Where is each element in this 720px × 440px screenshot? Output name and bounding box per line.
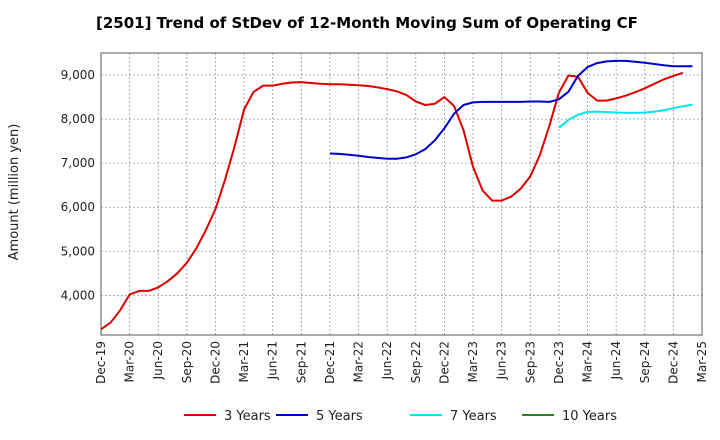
chart-title: [2501] Trend of StDev of 12-Month Moving… [96,14,638,32]
y-tick-label: 6,000 [61,200,95,214]
y-tick-label: 8,000 [61,112,95,126]
legend-label: 10 Years [562,409,617,424]
x-tick-label: Dec-19 [94,341,108,384]
plot-frame [100,52,703,336]
legend: 3 Years 5 Years 7 Years 10 Years [184,409,617,424]
y-tick-label: 4,000 [61,288,95,302]
x-tick-label: Jun-24 [609,341,623,380]
y-tick-label: 7,000 [61,156,95,170]
y-tick-label: 5,000 [61,244,95,258]
x-tick-label: Jun-22 [380,341,394,380]
x-tick-label: Mar-20 [123,341,137,382]
y-tick-labels: 4,000 5,000 6,000 7,000 8,000 9,000 [61,68,95,302]
x-tick-label: Sep-22 [409,341,423,383]
x-tick-label: Sep-23 [523,341,537,383]
grid [100,53,703,335]
legend-label: 7 Years [450,409,497,424]
x-tick-label: Sep-20 [180,341,194,383]
x-tick-label: Sep-21 [294,341,308,383]
x-tick-label: Jun-23 [495,341,509,380]
x-tick-labels: Dec-19 Mar-20 Jun-20 Sep-20 Dec-20 Mar-21 Jun-… [94,341,709,384]
y-axis-label: Amount (million yen) [7,124,22,261]
x-tick-label: Dec-21 [323,341,337,384]
x-tick-label: Jun-20 [151,341,165,380]
x-tick-label: Dec-22 [437,341,451,384]
legend-label: 3 Years [224,409,271,424]
x-tick-label: Mar-25 [695,341,709,382]
x-tick-label: Dec-20 [208,341,222,384]
x-tick-label: Sep-24 [638,341,652,383]
series-line [329,59,693,160]
x-tick-label: Jun-21 [266,341,280,380]
y-tick-label: 9,000 [61,68,95,82]
x-tick-label: Dec-24 [666,341,680,384]
x-tick-label: Dec-23 [552,341,566,384]
x-tick-label: Mar-24 [581,341,595,382]
x-tick-label: Mar-23 [466,341,480,382]
legend-label: 5 Years [316,409,363,424]
series-line [558,103,693,129]
x-tick-label: Mar-21 [237,341,251,382]
x-tick-label: Mar-22 [352,341,366,382]
series-line [100,71,684,331]
series-layer [100,59,693,331]
